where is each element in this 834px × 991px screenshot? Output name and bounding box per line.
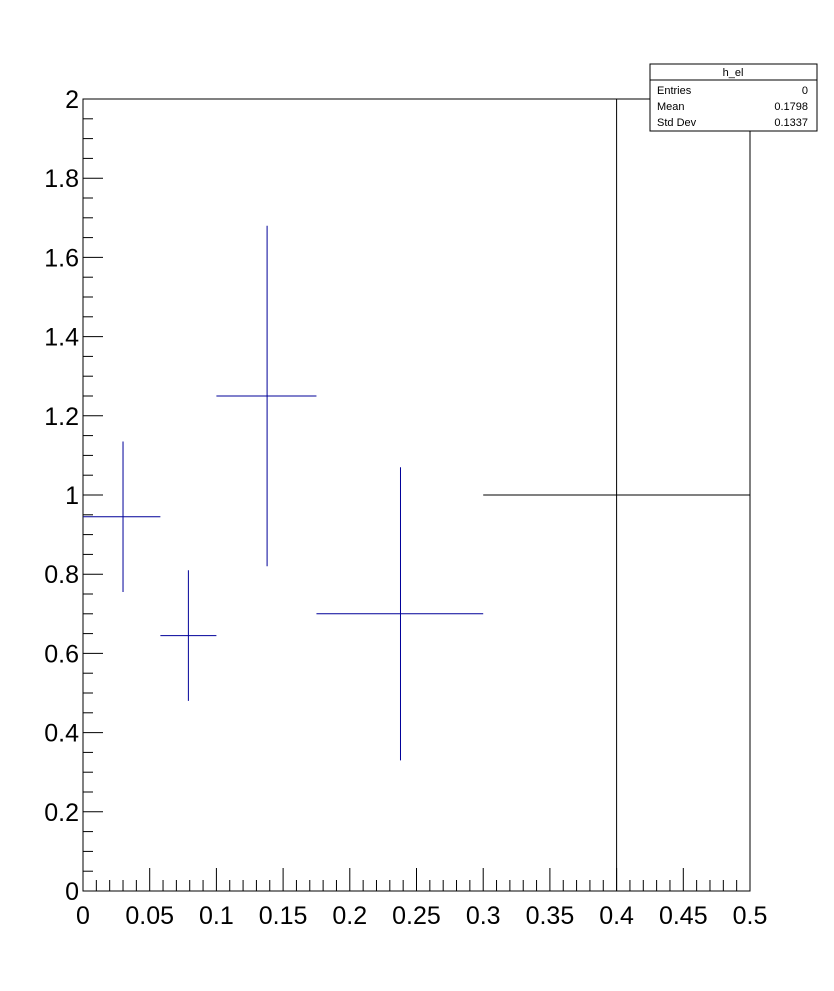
- axis-ticks: [82, 98, 751, 892]
- y-tick-label: 0.6: [44, 640, 79, 668]
- axis-tick-labels: 0 0.05 0.1 0.15 0.2 0.25 0.3 0.35 0.4 0.45 0.5 0 0.2…: [44, 86, 767, 930]
- x-tick-label: 0.45: [659, 902, 708, 930]
- y-tick-label: 1.6: [44, 244, 79, 272]
- stats-entries-value: 0: [802, 85, 808, 97]
- x-tick-label: 0.2: [332, 902, 367, 930]
- data-point: [160, 570, 217, 701]
- stats-entries-label: Entries: [657, 85, 692, 97]
- data-point: [483, 99, 750, 891]
- data-point: [316, 467, 484, 761]
- x-tick-label: 0.4: [599, 902, 634, 930]
- y-tick-label: 0.2: [44, 799, 79, 827]
- y-tick-label: 0.8: [44, 561, 79, 589]
- x-tick-label: 0.5: [733, 902, 768, 930]
- stats-mean-value: 0.1798: [774, 101, 808, 113]
- x-tick-label: 0.3: [466, 902, 501, 930]
- stats-stddev-label: Std Dev: [657, 117, 697, 129]
- stats-stddev-value: 0.1337: [774, 117, 808, 129]
- y-tick-label: 1: [65, 482, 79, 510]
- stats-box-frame: [649, 63, 818, 132]
- x-tick-label: 0.05: [125, 902, 174, 930]
- y-tick-label: 0: [65, 878, 79, 906]
- data-point: [216, 225, 317, 567]
- x-tick-label: 0.15: [259, 902, 308, 930]
- data-points: [83, 99, 750, 891]
- y-tick-label: 0.4: [44, 720, 79, 748]
- y-tick-label: 1.2: [44, 403, 79, 431]
- stats-box-title: h_el: [723, 67, 744, 79]
- y-tick-label: 2: [65, 86, 79, 114]
- stats-box: h_el Entries 0 Mean 0.1798 Std Dev 0.133…: [649, 63, 818, 132]
- x-tick-label: 0: [76, 902, 90, 930]
- y-tick-label: 1.8: [44, 165, 79, 193]
- y-tick-label: 1.4: [44, 324, 79, 352]
- data-point: [83, 441, 161, 593]
- x-tick-label: 0.35: [526, 902, 575, 930]
- stats-mean-label: Mean: [657, 101, 685, 113]
- x-tick-label: 0.1: [199, 902, 234, 930]
- x-tick-label: 0.25: [392, 902, 441, 930]
